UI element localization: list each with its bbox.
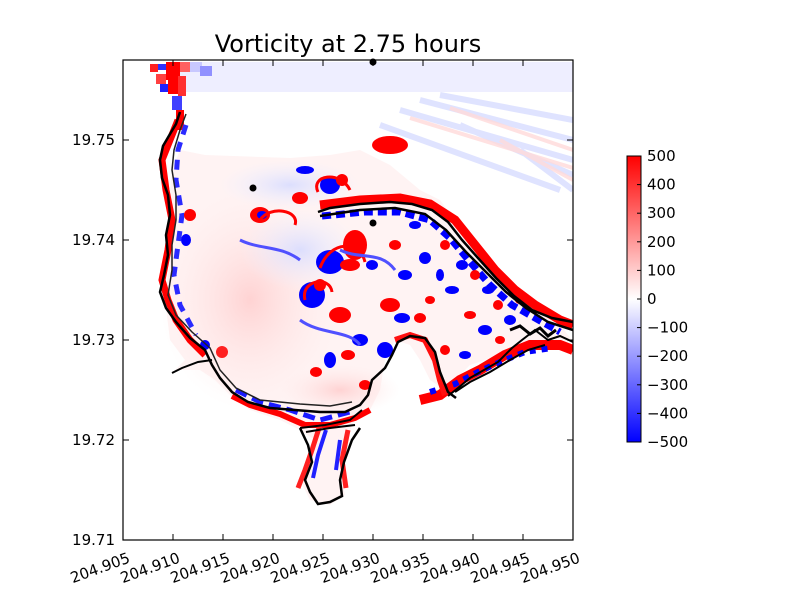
plot-frame: [122, 59, 574, 541]
south-inlet-bands: [295, 424, 351, 489]
south-inner-lines: [299, 409, 363, 433]
y-tick-label: 19.71: [72, 531, 115, 549]
colorbar-tick-label: 500: [647, 147, 676, 165]
harbor-red-band: [394, 331, 448, 396]
colorbar-tick-label: 300: [647, 204, 676, 222]
coastline-west: [158, 111, 457, 414]
breakwater-red-band: [319, 193, 573, 330]
colorbar-tick-label: 200: [647, 233, 676, 251]
colorbar-tick-label: −500: [647, 433, 688, 451]
station-marker: [369, 219, 377, 227]
colorbar: 500 400 300 200 100 0 −100 −200 −300 −400 −500: [626, 147, 688, 451]
colorbar-tick-label: 400: [647, 176, 676, 194]
y-tick-label: 19.72: [72, 431, 115, 449]
coastline-west-inner: [167, 113, 353, 407]
south-inlet-blue: [311, 429, 342, 479]
harbor-structure: [509, 324, 557, 338]
colorbar-tick-label: −200: [647, 347, 688, 365]
south-coast-red-band: [230, 393, 372, 428]
west-point: [171, 359, 213, 374]
vortex-swirls: [258, 175, 367, 301]
south-inlet-coastline: [298, 427, 362, 506]
nw-pixel-patch: [150, 62, 212, 130]
interior-vortices: [181, 136, 431, 390]
colorbar-tick-label: 0: [647, 290, 657, 308]
breakwater-eddies: [425, 240, 525, 359]
colorbar-tick-label: −100: [647, 319, 688, 337]
vorticity-field: [123, 60, 573, 540]
y-tick-label: 19.74: [72, 231, 115, 249]
east-coast-outline: [447, 328, 573, 397]
colorbar-tick-label: −400: [647, 404, 688, 422]
breakwater-outline: [317, 200, 573, 332]
colorbar-ticks: 500 400 300 200 100 0 −100 −200 −300 −400 −500: [637, 147, 688, 451]
chart-title: Vorticity at 2.75 hours: [215, 30, 482, 58]
blue-wash-2: [220, 160, 360, 210]
colorbar-tick-label: −300: [647, 376, 688, 394]
y-tick-label: 19.75: [72, 131, 115, 149]
vortex-swirls-blue: [239, 238, 397, 346]
station-marker: [249, 184, 257, 192]
red-wash-2: [280, 365, 400, 415]
breakwater-blue-band: [321, 208, 562, 336]
y-tick-label: 19.73: [72, 331, 115, 349]
y-axis: 19.71 19.72 19.73 19.74 19.75: [72, 131, 573, 549]
offshore-band: [180, 62, 573, 92]
colorbar-tick-label: 100: [647, 261, 676, 279]
offshore-streaks-red: [409, 106, 573, 182]
